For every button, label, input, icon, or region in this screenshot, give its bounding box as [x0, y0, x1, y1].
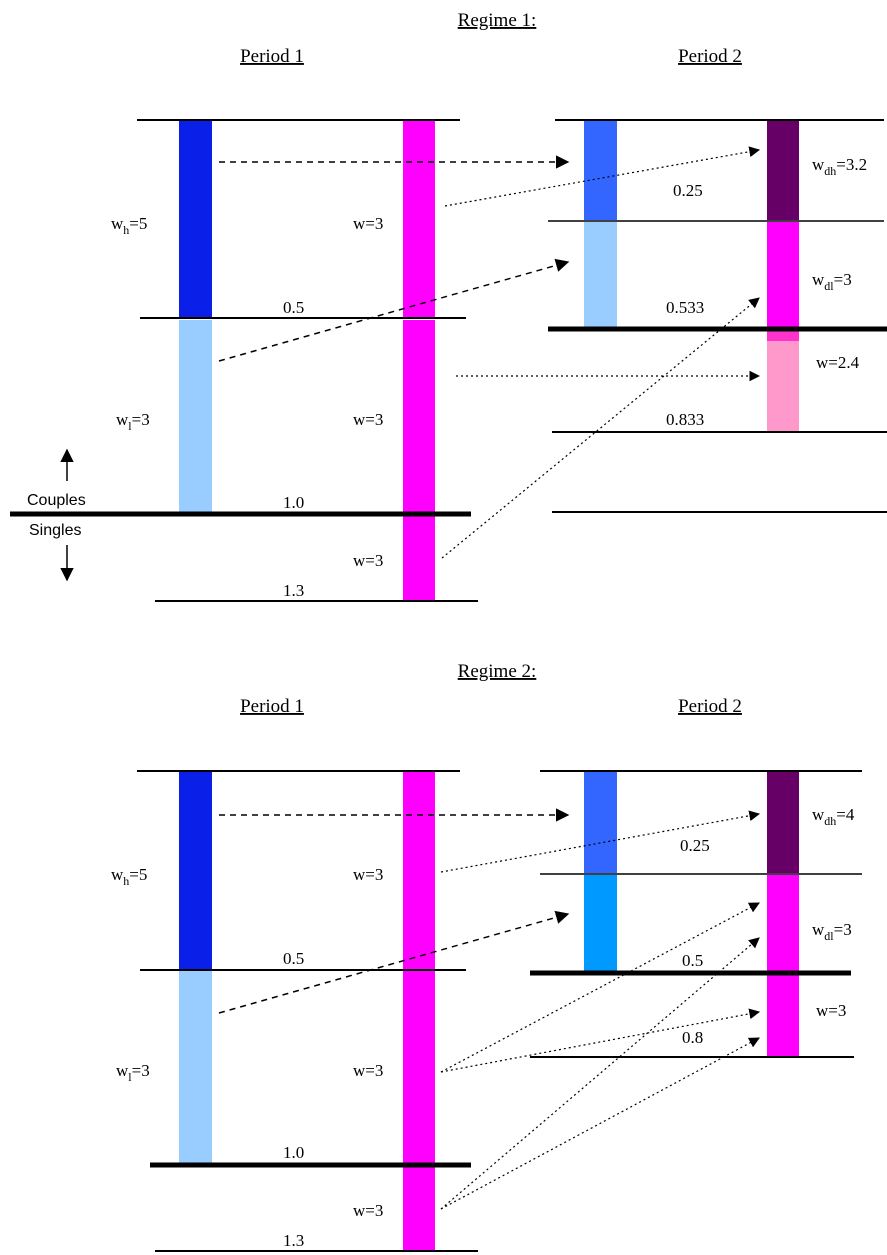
r1-dotted-arrow-top	[444, 146, 761, 207]
r2-p1-tick-0-5: 0.5	[283, 949, 304, 968]
regime-1: Regime 1: Period 1 Period 2 wh=5 wl=3 w=…	[10, 10, 887, 602]
r1-p2-single-women-bar	[767, 341, 799, 431]
regime-1-period-2-heading: Period 2	[678, 46, 742, 67]
regime-2-period-1-heading: Period 1	[240, 696, 304, 717]
r1-couples-label: Couples	[27, 492, 86, 509]
r2-p1-wl-label: wl=3	[116, 1061, 150, 1084]
regime-1-period-1-heading: Period 1	[240, 46, 304, 67]
r1-p1-tick-1-0: 1.0	[283, 493, 304, 512]
r2-p2-wife-bar	[767, 875, 799, 1057]
r2-p1-w-bot-label: w=3	[353, 1201, 383, 1220]
r1-p1-tick-1-3: 1.3	[283, 581, 304, 600]
r2-p1-low-wage-bar	[179, 971, 212, 1164]
r1-p2-high-husband-bar	[584, 121, 617, 220]
r1-p1-w-bot-label: w=3	[353, 551, 383, 570]
r2-dotted-arrow-mid-a	[440, 902, 760, 1073]
r1-p1-wife-bar-top	[403, 121, 435, 318]
r2-p2-tick-0-5: 0.5	[682, 951, 703, 970]
regime-2: Regime 2: Period 1 Period 2 wh=5 wl=3 w=…	[111, 661, 862, 1252]
r2-p2-wdl-label: wdl=3	[812, 920, 852, 943]
r1-p1-wh-label: wh=5	[111, 214, 147, 237]
r1-p1-w-top-label: w=3	[353, 214, 383, 233]
r1-p2-low-husband-bar	[584, 222, 617, 327]
regime-1-title: Regime 1:	[458, 10, 537, 31]
r2-p1-w-mid-label: w=3	[353, 1061, 383, 1080]
r2-dotted-arrow-mid-b	[440, 1008, 761, 1073]
r1-p2-wdh-bar	[767, 121, 799, 220]
r1-p2-w-label: w=2.4	[816, 353, 860, 372]
r2-p2-wdh-label: wdh=4	[812, 805, 855, 828]
r1-p2-wdh-label: wdh=3.2	[812, 155, 867, 178]
r1-p2-tick-0-25: 0.25	[673, 181, 703, 200]
r1-p2-wdl-label: wdl=3	[812, 270, 852, 293]
r2-dotted-arrow-singles-a	[440, 937, 760, 1210]
r1-p2-bar-band	[767, 331, 799, 341]
r2-p1-high-wage-bar	[179, 772, 212, 969]
regime-2-title: Regime 2:	[458, 661, 537, 682]
r2-p2-low-husband-bar	[584, 875, 617, 972]
r2-p1-tick-1-0: 1.0	[283, 1143, 304, 1162]
r1-p1-wife-bar-bottom	[403, 320, 435, 600]
r2-dashed-arrow-low	[218, 910, 570, 1014]
r2-p2-w-label: w=3	[816, 1001, 846, 1020]
r1-p1-high-wage-bar	[179, 121, 212, 318]
r1-singles-label: Singles	[29, 522, 81, 539]
r2-p2-tick-0-8: 0.8	[682, 1028, 703, 1047]
r1-p1-low-wage-bar	[179, 320, 212, 514]
r2-p1-wife-bar-top	[403, 772, 435, 969]
r1-p1-tick-0-5: 0.5	[283, 298, 304, 317]
r2-p1-w-top-label: w=3	[353, 865, 383, 884]
r2-p1-tick-1-3: 1.3	[283, 1231, 304, 1250]
r2-p2-wdh-bar	[767, 772, 799, 873]
r2-p1-wife-bar-bottom	[403, 971, 435, 1251]
regime-2-period-2-heading: Period 2	[678, 696, 742, 717]
r1-dashed-arrow-low	[218, 258, 570, 362]
r2-p2-high-husband-bar	[584, 772, 617, 873]
r1-p2-wdl-bar	[767, 222, 799, 328]
r1-dotted-arrow-singles	[441, 297, 760, 559]
r1-p1-w-mid-label: w=3	[353, 410, 383, 429]
r2-p2-tick-0-25: 0.25	[680, 836, 710, 855]
r1-p1-wl-label: wl=3	[116, 410, 150, 433]
r1-p2-tick-0-533: 0.533	[666, 298, 704, 317]
r1-p2-tick-0-833: 0.833	[666, 410, 704, 429]
r2-dotted-arrow-top	[440, 810, 761, 873]
r2-dotted-arrow-singles-b	[440, 1037, 760, 1210]
r2-p1-wh-label: wh=5	[111, 865, 147, 888]
